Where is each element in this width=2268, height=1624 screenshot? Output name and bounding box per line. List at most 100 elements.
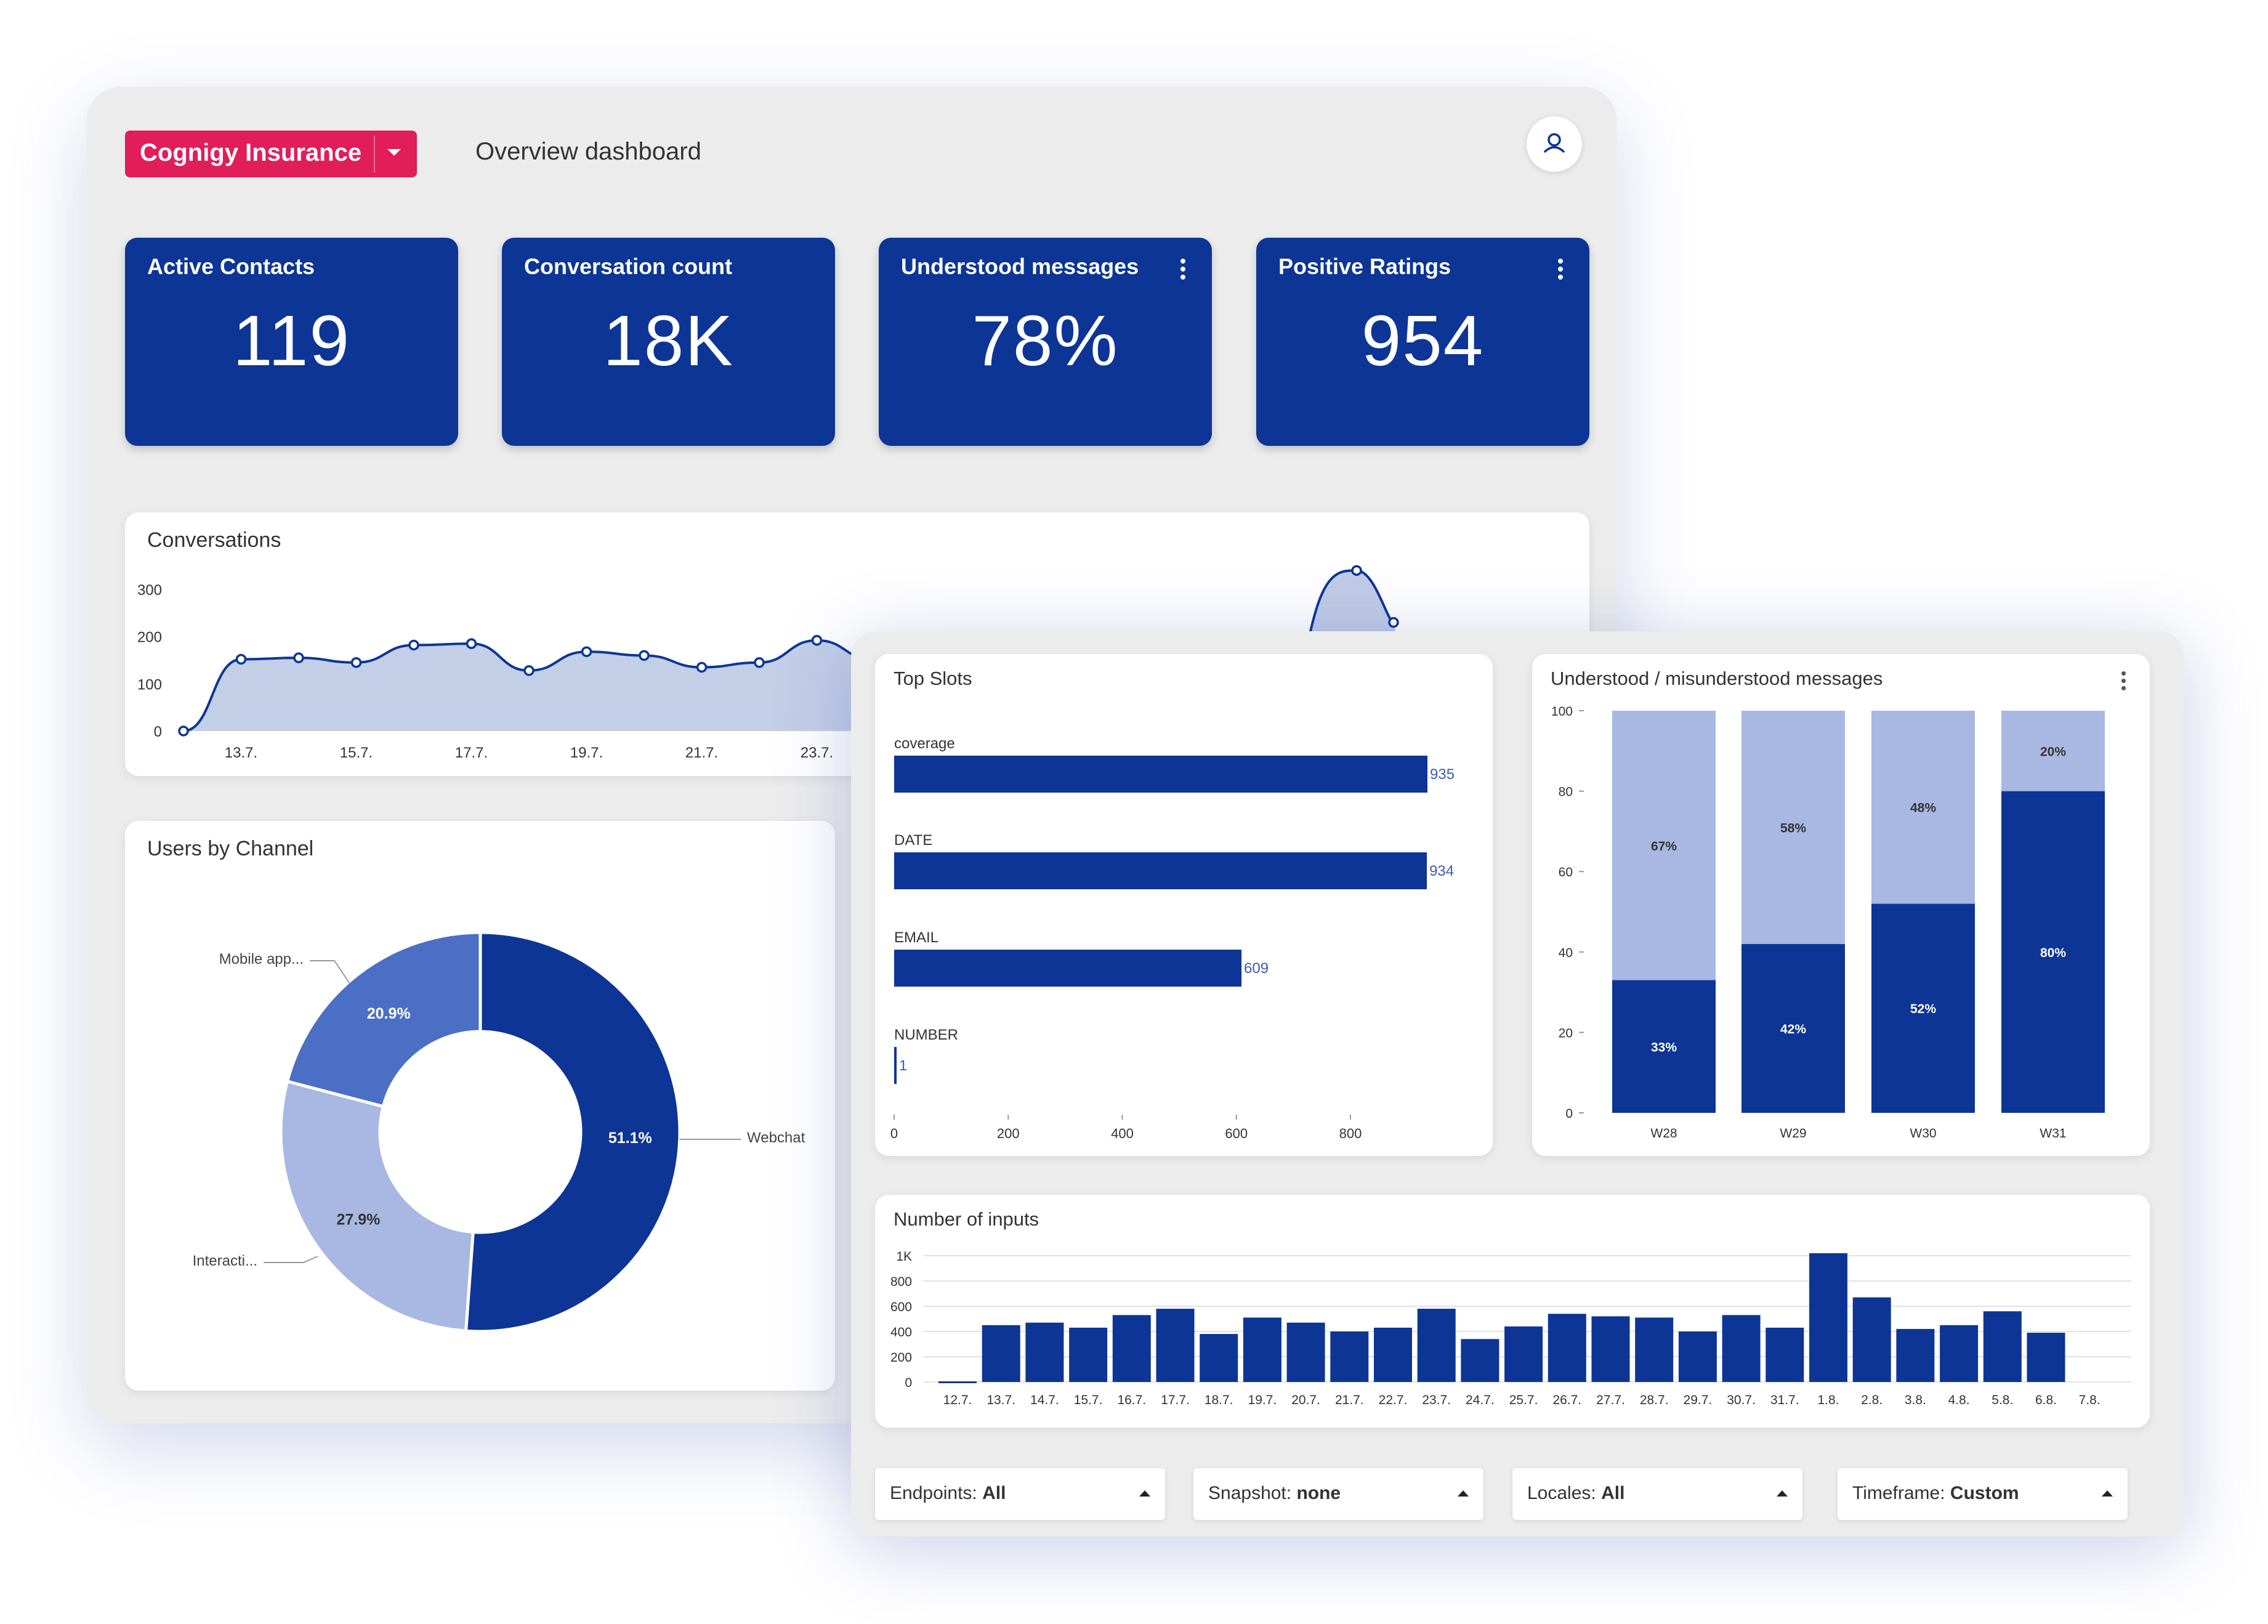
project-name: Cognigy Insurance <box>140 139 362 166</box>
kpi-value: 78% <box>972 301 1119 381</box>
y-tick-label: 1K <box>896 1250 912 1264</box>
pie-slice <box>285 931 482 1109</box>
x-tick-label: 22.7. <box>1379 1393 1408 1407</box>
kpi-title: Conversation count <box>524 254 733 279</box>
x-tick-label: 17.7. <box>1161 1393 1190 1407</box>
more-vert-icon[interactable] <box>1557 259 1564 283</box>
caret-up-icon <box>2102 1490 2113 1497</box>
x-tick-label: 15.7. <box>340 745 373 761</box>
data-point <box>178 725 189 737</box>
understood-chart: 100 80 60 40 20 0 33% 67% W28 42% 58% W29 52% 48% W30 8… <box>1551 705 2105 1141</box>
label-leader-line <box>310 960 350 984</box>
inputs-bar <box>1635 1317 1674 1382</box>
data-point <box>408 639 419 651</box>
caret-up-icon <box>1458 1490 1469 1497</box>
slice-value-label: 27.9% <box>337 1211 381 1229</box>
inputs-bar <box>1983 1311 2022 1382</box>
page-title: Overview dashboard <box>475 138 701 165</box>
bar-category-label: EMAIL <box>894 929 938 946</box>
stacked-bar-segment <box>1871 711 1975 904</box>
more-vert-icon[interactable] <box>2120 671 2126 696</box>
y-tick-label: 100 <box>137 676 162 693</box>
inputs-bar <box>1243 1317 1281 1382</box>
data-point <box>696 661 708 673</box>
x-tick-label: 18.7. <box>1205 1393 1233 1407</box>
inputs-bar <box>1591 1316 1630 1382</box>
x-tick-label: 800 <box>1339 1126 1362 1141</box>
kpi-card-positive-ratings: Positive Ratings 954 <box>1256 238 1589 446</box>
x-tick-label: 27.7. <box>1596 1393 1625 1407</box>
y-tick-label: 40 <box>1559 946 1573 960</box>
stacked-bar-segment <box>2001 711 2105 791</box>
chevron-down-icon[interactable] <box>387 149 401 156</box>
data-point <box>754 657 765 668</box>
kpi-card-active-contacts: Active Contacts 119 <box>125 238 458 446</box>
filter-value: none <box>1296 1483 1341 1503</box>
y-tick-label: 800 <box>890 1275 912 1289</box>
x-tick-label: W30 <box>1910 1126 1936 1141</box>
x-tick-label: 4.8. <box>1948 1393 1970 1407</box>
endpoints-filter[interactable]: Endpoints: All <box>875 1468 1165 1520</box>
kpi-card-understood-messages: Understood messages 78% <box>879 238 1212 446</box>
x-tick-label: 21.7. <box>685 745 718 761</box>
x-tick-label: 600 <box>1225 1126 1248 1141</box>
y-tick-label: 0 <box>154 724 162 740</box>
bar-category-label: NUMBER <box>894 1027 958 1043</box>
card-title: Conversations <box>147 528 281 552</box>
slot-bar <box>894 852 1427 889</box>
filter-text: Locales: All <box>1527 1483 1624 1504</box>
x-tick-label: W29 <box>1780 1126 1806 1141</box>
inputs-bar <box>1330 1331 1369 1382</box>
data-point <box>350 657 362 668</box>
filter-text: Snapshot: none <box>1208 1483 1341 1504</box>
stacked-bar-segment <box>1871 903 1975 1113</box>
top-slots-card: Top Slots coverage 935 DATE 934 EMAIL 609 NUMB… <box>875 654 1493 1156</box>
x-tick-label: 12.7. <box>943 1393 972 1407</box>
kpi-title: Positive Ratings <box>1278 254 1451 279</box>
x-tick-label: 28.7. <box>1640 1393 1669 1407</box>
caret-up-icon <box>1139 1490 1150 1497</box>
user-avatar-button[interactable] <box>1527 116 1582 172</box>
label-leader-line <box>264 1256 318 1263</box>
users-by-channel-chart: 51.1% Webchat 27.9% Interacti... 20.9% Mobile… <box>193 931 805 1333</box>
slice-category-label: Webchat <box>747 1129 805 1146</box>
inputs-bar <box>1766 1327 1804 1382</box>
segment-value-label: 80% <box>2040 946 2066 960</box>
data-point <box>1351 565 1362 576</box>
inputs-bar <box>1112 1315 1151 1382</box>
segment-value-label: 20% <box>2040 745 2066 759</box>
slot-bar <box>894 950 1242 987</box>
kpi-value: 954 <box>1361 301 1485 381</box>
segment-value-label: 52% <box>1910 1002 1936 1016</box>
data-point <box>293 652 304 663</box>
inputs-bar <box>1025 1322 1064 1382</box>
bar-value-label: 935 <box>1430 766 1455 783</box>
x-tick-label: 200 <box>997 1126 1020 1141</box>
conversations-area <box>184 640 874 731</box>
data-point <box>1388 616 1399 628</box>
stacked-bar-segment <box>1741 943 1845 1113</box>
filter-value: Custom <box>1950 1483 2019 1503</box>
inputs-bar <box>2027 1333 2065 1382</box>
filter-text: Endpoints: All <box>890 1483 1006 1504</box>
card-title: Users by Channel <box>147 837 314 860</box>
y-tick-label: 80 <box>1559 785 1573 799</box>
timeframe-filter[interactable]: Timeframe: Custom <box>1838 1468 2128 1520</box>
more-vert-icon[interactable] <box>1180 259 1186 283</box>
y-tick-label: 400 <box>890 1325 912 1339</box>
number-of-inputs-card: Number of inputs 1K 800 600 400 200 0 12.7. 13.… <box>875 1195 2150 1428</box>
slice-category-label: Mobile app... <box>219 951 304 968</box>
snapshot-filter[interactable]: Snapshot: none <box>1193 1468 1483 1520</box>
project-selector[interactable]: Cognigy Insurance <box>125 131 417 177</box>
data-point <box>523 665 535 676</box>
x-tick-label: 3.8. <box>1905 1393 1926 1407</box>
inputs-bar <box>1374 1327 1412 1382</box>
locales-filter[interactable]: Locales: All <box>1512 1468 1802 1520</box>
x-tick-label: 23.7. <box>801 745 833 761</box>
y-tick-label: 200 <box>890 1351 912 1365</box>
x-tick-label: 16.7. <box>1117 1393 1146 1407</box>
segment-value-label: 48% <box>1910 801 1936 815</box>
segment-value-label: 58% <box>1780 821 1806 835</box>
x-tick-label: 24.7. <box>1466 1393 1495 1407</box>
y-tick-label: 600 <box>890 1300 912 1314</box>
